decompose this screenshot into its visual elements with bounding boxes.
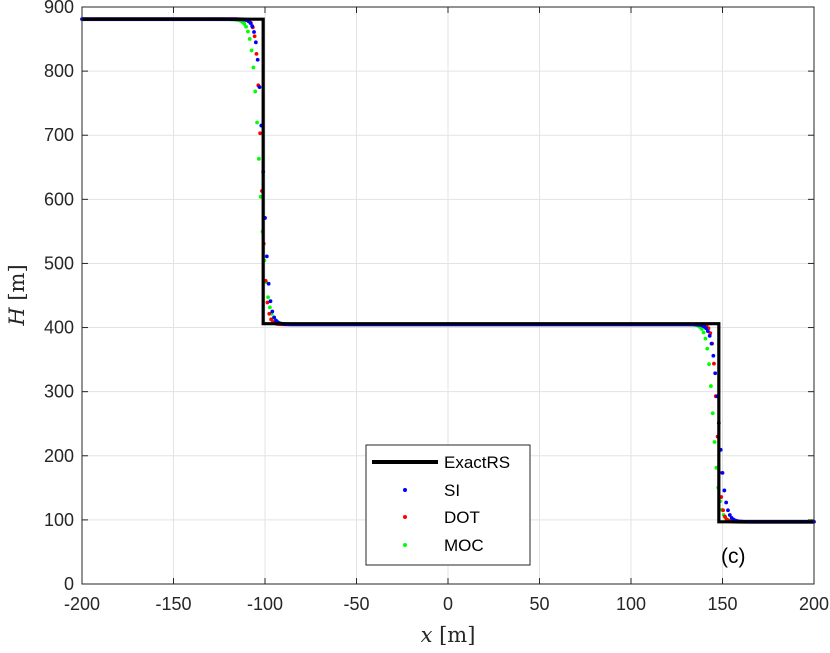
data-point [244, 24, 248, 29]
legend-swatch-dot [403, 515, 407, 519]
data-point [712, 440, 717, 444]
legend-label-exactrs: ExactRS [444, 453, 510, 472]
data-point [252, 30, 256, 34]
y-tick-label: 200 [44, 446, 74, 466]
data-point [247, 37, 252, 41]
data-point [710, 411, 715, 416]
x-tick-label: -150 [155, 594, 191, 614]
data-point [711, 353, 716, 358]
legend-box [365, 444, 531, 566]
data-point [255, 120, 259, 125]
data-point [722, 488, 727, 493]
y-tick-label: 0 [64, 574, 74, 594]
x-tick-label: -200 [64, 594, 100, 614]
data-point [707, 362, 711, 367]
data-point [724, 500, 729, 505]
y-tick-label: 900 [44, 0, 74, 17]
y-tick-label: 300 [44, 382, 74, 402]
y-axis-var: H [5, 307, 29, 327]
data-point [253, 40, 258, 45]
data-point [705, 346, 710, 351]
grid [82, 7, 814, 584]
data-point [257, 85, 262, 90]
legend: ExactRS SI DOT MOC [365, 444, 531, 566]
y-tick-label: 400 [44, 318, 74, 338]
y-tick-label: 600 [44, 189, 74, 209]
data-point [720, 471, 725, 475]
data-point [267, 311, 272, 316]
data-point [246, 29, 250, 34]
ticks: -200 -150 -100 -50 0 50 100 150 200 0 100 200 300 400… [44, 0, 829, 614]
data-point [707, 334, 712, 338]
y-tick-label: 500 [44, 253, 74, 273]
data-point [709, 341, 714, 346]
data-point [264, 254, 269, 259]
data-point [713, 371, 718, 376]
legend-label-dot: DOT [444, 508, 480, 527]
data-point [704, 326, 708, 331]
x-tick-label: 150 [707, 594, 737, 614]
data-point [272, 315, 277, 320]
series-layer [80, 17, 816, 524]
data-point [265, 300, 270, 305]
x-tick-label: 100 [616, 594, 646, 614]
data-point [726, 508, 730, 513]
y-tick-label: 700 [44, 125, 74, 145]
legend-swatch-si [403, 488, 407, 492]
x-axis-unit: [m] [439, 623, 475, 647]
y-axis-unit: [m] [5, 264, 29, 300]
data-point [703, 336, 708, 341]
data-point [256, 156, 261, 161]
data-point [249, 48, 254, 53]
data-point [251, 65, 256, 70]
data-point [709, 384, 713, 388]
data-point [269, 317, 273, 322]
legend-label-moc: MOC [444, 536, 484, 555]
x-tick-label: 200 [799, 594, 829, 614]
data-point [267, 305, 272, 310]
data-point [270, 309, 275, 314]
data-point [699, 327, 704, 331]
data-point [255, 57, 260, 62]
data-point [258, 131, 263, 136]
y-tick-label: 100 [44, 510, 74, 530]
series-exactrs-line [82, 17, 814, 524]
data-point [248, 21, 253, 25]
x-tick-label: -100 [247, 594, 283, 614]
data-point [252, 34, 257, 39]
data-point [712, 361, 716, 366]
x-tick-label: 0 [443, 594, 453, 614]
data-point [721, 508, 725, 513]
data-point [254, 51, 259, 56]
y-tick-label: 800 [44, 61, 74, 81]
data-point [701, 330, 706, 335]
data-point [250, 24, 255, 29]
data-point [266, 281, 271, 286]
x-axis-label: x [m] [421, 623, 476, 647]
data-point [253, 89, 258, 94]
x-tick-label: -50 [343, 594, 369, 614]
y-axis-label: H [m] [5, 264, 29, 326]
legend-swatch-moc [403, 543, 407, 547]
x-tick-label: 50 [529, 594, 549, 614]
data-point [723, 514, 727, 519]
legend-label-si: SI [444, 481, 460, 500]
data-point [266, 295, 270, 300]
data-point [268, 299, 273, 304]
data-point [242, 21, 247, 26]
panel-annotation: (c) [721, 545, 746, 568]
data-point [727, 513, 732, 517]
x-axis-var: x [421, 623, 433, 647]
data-point [705, 329, 710, 334]
